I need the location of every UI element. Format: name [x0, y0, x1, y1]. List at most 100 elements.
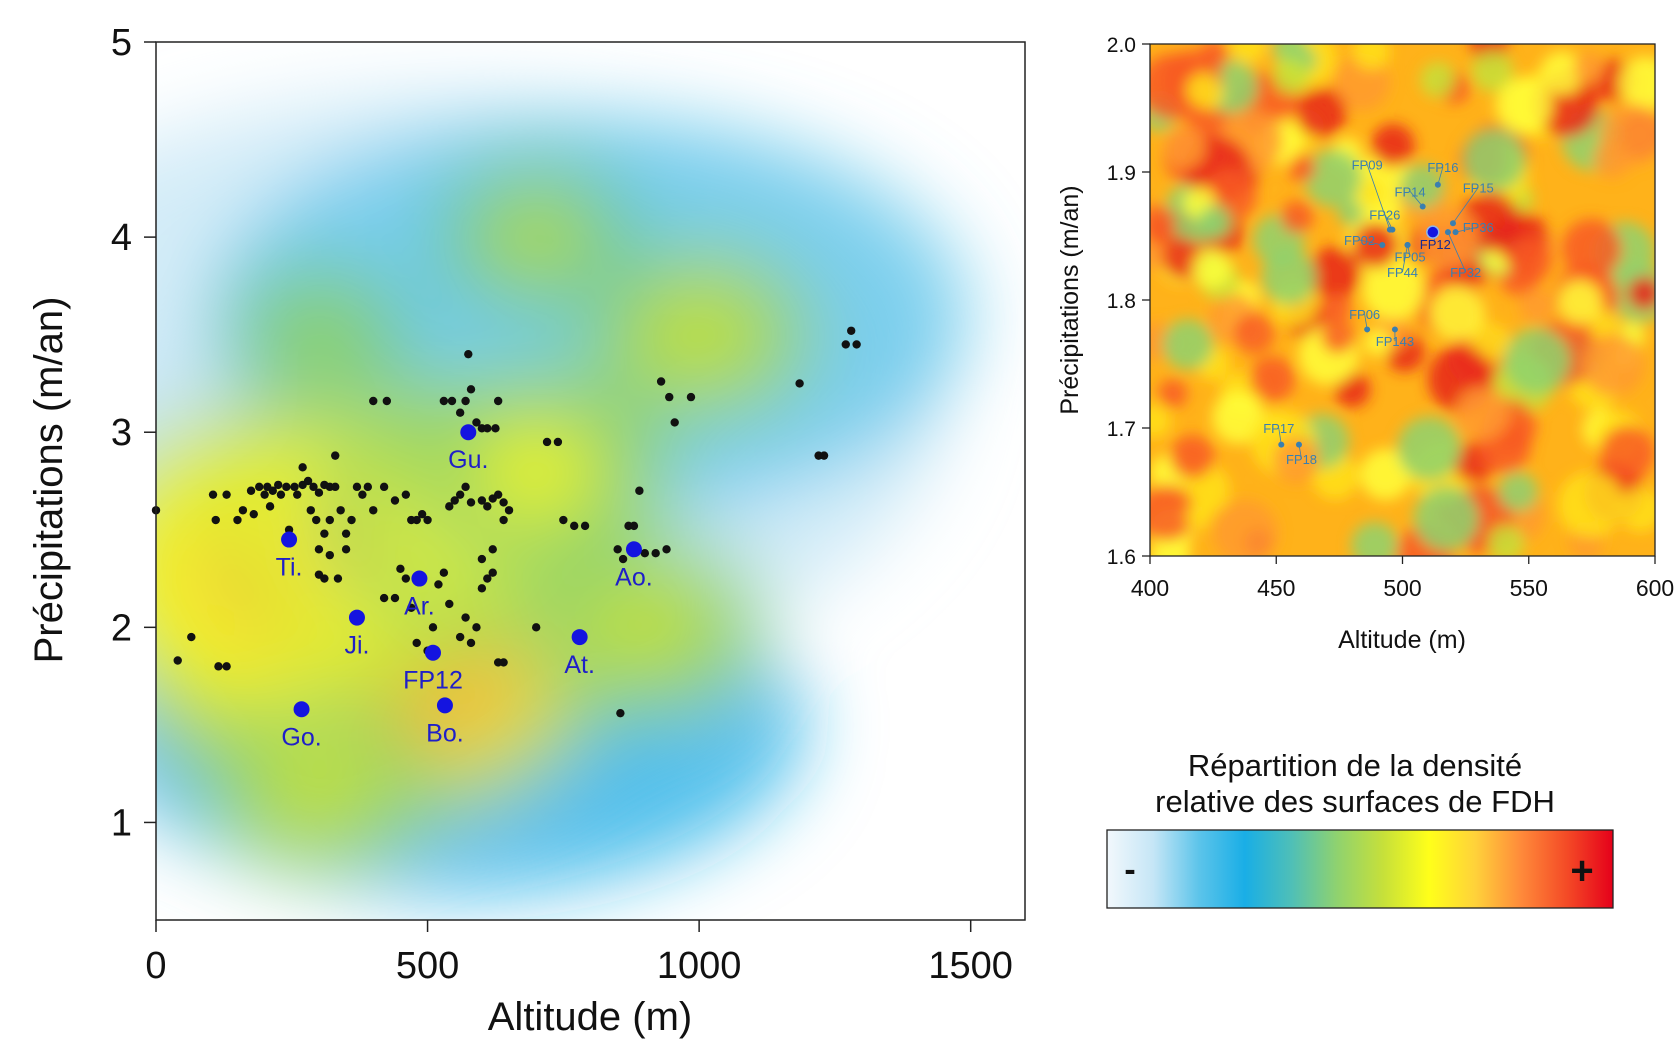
inset-heat-blob [1185, 503, 1212, 530]
station-point [401, 490, 411, 499]
x-tick-label: 1500 [928, 945, 1013, 987]
site-label: FP12 [403, 667, 463, 695]
station-point [499, 498, 508, 507]
station-point [439, 568, 449, 577]
x-tick-label: 0 [145, 945, 166, 987]
station-point [331, 482, 340, 492]
main-y-axis: 1 2 3 4 5 [111, 22, 156, 844]
inset-heat-blob [1462, 128, 1526, 191]
inset-heat-blob [1498, 472, 1538, 512]
inset-fp-label: FP17 [1263, 421, 1294, 436]
station-point [466, 498, 476, 507]
inset-fp-label: FP36 [1463, 220, 1494, 235]
inset-fp-label: FP15 [1463, 180, 1494, 195]
station-point [233, 515, 242, 525]
site-label: Ao. [615, 563, 653, 591]
station-point [670, 418, 679, 427]
inset-heat-blob [1420, 62, 1456, 98]
inset-y-tick-label: 1.9 [1107, 162, 1136, 185]
station-point [325, 515, 334, 525]
station-point [325, 550, 334, 560]
station-point [333, 574, 343, 583]
site-point [424, 644, 441, 661]
inset-heat-blobs [1150, 44, 1655, 556]
inset-fp-point [1278, 441, 1285, 448]
station-point [309, 482, 318, 492]
inset-fp-point [1404, 241, 1411, 248]
station-point [472, 418, 481, 427]
station-point [499, 515, 508, 525]
station-point [268, 486, 277, 495]
station-point [616, 708, 625, 718]
site-label: Go. [281, 723, 321, 751]
inset-heat-blob [1540, 51, 1584, 96]
inset-x-tick-label: 500 [1383, 575, 1421, 601]
station-point [656, 377, 666, 386]
station-point [847, 326, 856, 335]
site-point [411, 570, 428, 587]
station-point [265, 502, 275, 511]
station-point [461, 396, 470, 406]
inset-x-tick-label: 400 [1131, 575, 1169, 601]
inset-heat-blob [1429, 285, 1485, 341]
station-point [396, 564, 405, 573]
station-point [466, 385, 476, 394]
legend-min-label: - [1124, 851, 1135, 889]
inset-heat-blob [1507, 237, 1553, 283]
inset-heat-blob [1561, 218, 1622, 279]
site-label: Ji. [344, 632, 369, 660]
station-point [412, 638, 421, 648]
inset-y-tick-label: 1.8 [1107, 290, 1136, 313]
station-point [222, 490, 231, 499]
station-point [379, 482, 389, 492]
main-x-axis: 0 500 1000 1500 [145, 920, 1013, 987]
inset-heat-blob [1150, 240, 1166, 270]
station-point [559, 515, 568, 525]
inset-heat-blob [1599, 425, 1655, 481]
inset-heat-blob [1273, 436, 1320, 484]
station-point [358, 490, 367, 499]
inset-fp-label: FP18 [1286, 452, 1317, 467]
inset-heat-blob [1261, 249, 1317, 305]
inset-leader-line [1455, 226, 1479, 233]
inset-heat-blob [1504, 328, 1571, 394]
inset-fp-point [1444, 229, 1451, 236]
inset-fp-label: FP143 [1376, 334, 1414, 349]
inset-heat-blob [1618, 56, 1655, 111]
inset-heat-blob [1229, 44, 1267, 64]
station-point [483, 502, 492, 511]
density-hotspot [285, 309, 353, 361]
site-label: Ar. [404, 593, 435, 621]
inset-leader-line [1447, 231, 1466, 273]
inset-fp-label: FP09 [1352, 157, 1383, 172]
inset-heat-blob [1337, 200, 1364, 226]
station-point [665, 392, 674, 402]
site-label: At. [564, 651, 595, 679]
station-point [635, 486, 644, 495]
inset-heat-blob [1581, 333, 1645, 397]
station-point [341, 545, 351, 554]
site-label: Ti. [276, 554, 303, 582]
inset-heat-blob [1362, 257, 1426, 321]
y-tick-label: 2 [111, 607, 132, 649]
station-point [320, 529, 329, 538]
station-point [407, 603, 416, 613]
station-point [412, 515, 421, 525]
inset-fp-point [1391, 326, 1398, 333]
station-point [461, 613, 470, 622]
station-point [447, 396, 457, 406]
inset-heat-blob [1557, 471, 1624, 538]
inset-fp-point [1452, 229, 1459, 236]
station-point [493, 490, 503, 499]
station-point [640, 548, 650, 558]
density-hotspot [489, 435, 583, 507]
station-point [417, 509, 427, 519]
inset-heat-blob [1471, 50, 1514, 93]
inset-leader-line [1409, 191, 1424, 207]
station-point [211, 515, 220, 525]
station-point [464, 349, 473, 359]
inset-fp-label: FP16 [1427, 160, 1458, 175]
y-tick-label: 4 [111, 217, 132, 259]
